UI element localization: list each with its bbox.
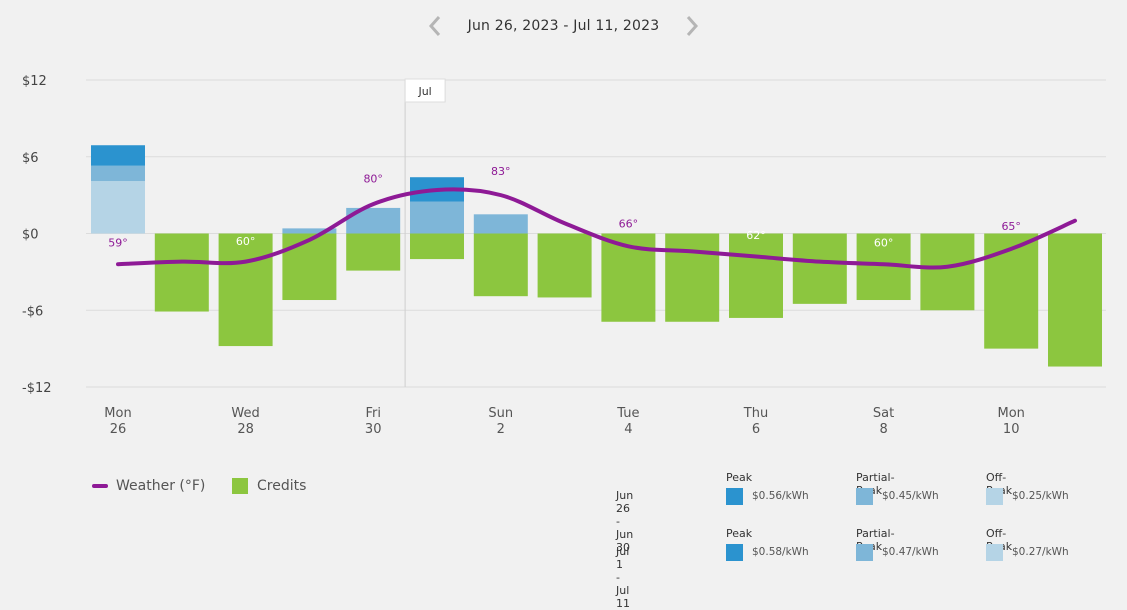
rate-tier-price: $0.27/kWh (1012, 546, 1069, 558)
credits-bar (282, 233, 337, 301)
weather-temp-label: 66° (619, 217, 639, 230)
rate-tier-price: $0.25/kWh (1012, 490, 1069, 502)
x-tick-day: Wed (231, 406, 259, 421)
month-marker-box (404, 78, 446, 103)
weather-temp-label: 62° (746, 229, 766, 242)
rate-tier-price: $0.56/kWh (752, 490, 809, 502)
weather-line (116, 187, 1077, 270)
credits-bar (346, 233, 401, 271)
credits-bar (537, 233, 592, 298)
partial-peak-bar (282, 228, 337, 234)
credits-swatch (232, 478, 248, 494)
usage-chart: $12 $6 $0 -$6 -$12 Jul 59° 60° 80° 83° 66° 62° 60° 65… (22, 74, 1106, 437)
rate-tier-price: $0.47/kWh (882, 546, 939, 558)
credits-bar (154, 233, 209, 312)
partial-peak-bar (91, 165, 145, 182)
off-peak-bar (91, 181, 145, 234)
x-tick-date: 8 (879, 422, 887, 437)
month-marker-label: Jul (417, 85, 431, 98)
x-tick-day: Thu (743, 406, 768, 421)
rate-tier-swatch (986, 544, 1003, 561)
next-period-button[interactable] (679, 11, 705, 41)
credits-bar (665, 233, 720, 322)
x-tick-date: 28 (237, 422, 254, 437)
rate-tier-swatch (726, 544, 743, 561)
x-tick-day: Sun (488, 406, 513, 421)
y-tick-label: $12 (22, 74, 47, 89)
weather-temp-label: 59° (108, 236, 128, 249)
partial-peak-bar (410, 201, 464, 234)
peak-bar (91, 145, 145, 166)
rate-tier-swatch (726, 488, 743, 505)
credits-bar (218, 233, 273, 347)
credits-bar (729, 233, 783, 318)
rate-tier-swatch (856, 544, 873, 561)
y-tick-label: $6 (22, 151, 39, 166)
x-tick-date: 4 (624, 422, 632, 437)
credits-bar (410, 233, 464, 260)
rate-tier-swatch (856, 488, 873, 505)
rate-period-label: Jul 1 - Jul 11 (616, 545, 630, 610)
weather-temp-label: 80° (363, 172, 383, 185)
rate-tier-price: $0.58/kWh (752, 546, 809, 558)
x-tick-date: 10 (1003, 422, 1020, 437)
credits-bar (792, 233, 847, 304)
x-tick-date: 30 (365, 422, 382, 437)
credits-bar (1048, 233, 1102, 367)
partial-peak-bar (473, 214, 528, 234)
weather-temp-label: 60° (874, 236, 894, 249)
legend-credits-label: Credits (257, 478, 307, 494)
x-tick-date: 6 (752, 422, 760, 437)
y-tick-label: $0 (22, 228, 39, 243)
weather-temp-label: 83° (491, 165, 511, 178)
weather-temp-label: 60° (236, 235, 256, 248)
weather-temp-label: 65° (1001, 220, 1021, 233)
legend-weather[interactable]: Weather (°F) (92, 478, 205, 494)
credits-bar (984, 233, 1039, 349)
weather-line-swatch (92, 484, 108, 488)
x-tick-day: Mon (997, 406, 1024, 421)
x-tick-date: 2 (497, 422, 505, 437)
legend-weather-label: Weather (°F) (116, 478, 206, 494)
previous-period-button[interactable] (422, 11, 448, 41)
x-tick-day: Sat (873, 406, 894, 421)
date-range-header: Jun 26, 2023 - Jul 11, 2023 (0, 10, 1127, 42)
chevron-left-icon (428, 16, 440, 36)
rate-tier-swatch (986, 488, 1003, 505)
y-tick-label: -$12 (22, 381, 52, 396)
credits-bar (920, 233, 975, 311)
rate-tier-name: Peak (726, 527, 753, 540)
x-tick-day: Fri (365, 406, 381, 421)
chevron-right-icon (687, 16, 699, 36)
x-tick-day: Tue (616, 406, 639, 421)
x-tick-date: 26 (110, 422, 127, 437)
rate-tier-name: Peak (726, 471, 753, 484)
legend-credits[interactable]: Credits (232, 478, 306, 494)
date-range-label: Jun 26, 2023 - Jul 11, 2023 (467, 18, 660, 34)
credits-bar (473, 233, 528, 297)
rate-period-label: Jun 26 - Jun 30 (616, 489, 634, 554)
x-tick-day: Mon (104, 406, 131, 421)
y-tick-label: -$6 (22, 304, 43, 319)
rate-tier-price: $0.45/kWh (882, 490, 939, 502)
